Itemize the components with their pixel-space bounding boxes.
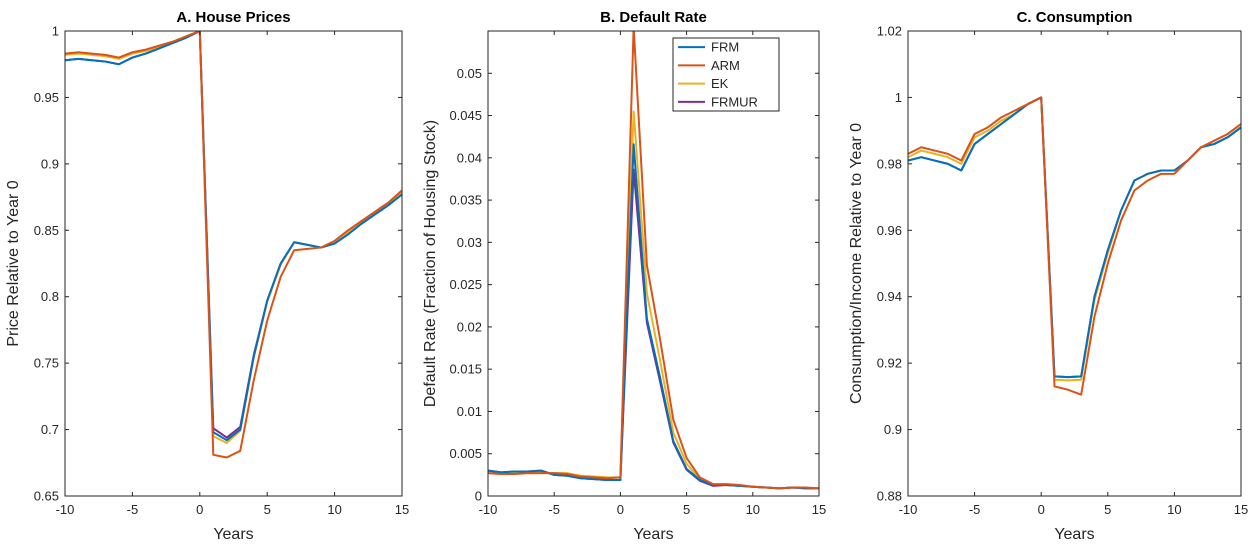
y-axis-label: Default Rate (Fraction of Housing Stock): [422, 120, 439, 407]
y-axis-label: Price Relative to Year 0: [5, 180, 22, 346]
x-tick-label: 5: [683, 502, 690, 517]
x-tick-label: -10: [899, 502, 918, 517]
y-tick-label: 0.92: [877, 356, 902, 371]
y-tick-label: 0.05: [457, 66, 482, 81]
panel-1: -10 -5 0 5 10 15 0.65 0.7 0.75 0.8 0.85 0.9 0.95 1 A. …: [5, 9, 409, 543]
axes-box: [487, 30, 820, 497]
y-tick-label: 0.98: [877, 156, 902, 171]
y-tick-label: 0.65: [34, 489, 59, 504]
legend-label-frmur: FRMUR: [711, 94, 758, 109]
chart-title: B. Default Rate: [600, 9, 707, 26]
y-tick-label: 0.015: [449, 362, 482, 377]
plot-area: [908, 31, 1241, 496]
y-tick-label: 0: [475, 489, 482, 504]
y-tick-label: 0.95: [34, 90, 59, 105]
y-tick-label: 1: [52, 24, 59, 39]
legend-label-frm: FRM: [711, 40, 739, 55]
y-tick-label: 0.035: [449, 193, 482, 208]
axes-box: [64, 30, 403, 497]
chart-title: A. House Prices: [176, 9, 290, 26]
legend-box: [672, 37, 780, 112]
y-tick-label: 1.02: [877, 24, 902, 39]
x-tick-label: -10: [56, 502, 75, 517]
plot-area: [65, 31, 402, 496]
panel-2: -10 -5 0 5 10 15 0 0.005 0.01 0.015 0.02 0.025 0.03 0…: [422, 9, 826, 543]
y-tick-label: 0.94: [877, 289, 902, 304]
x-tick-label: -10: [479, 502, 498, 517]
series-line-arm: [65, 31, 402, 459]
chart-title: C. Consumption: [1017, 9, 1133, 26]
x-tick-label: 15: [395, 502, 409, 517]
x-tick-label: 10: [327, 502, 341, 517]
x-tick-label: -5: [127, 502, 139, 517]
y-tick-label: 0.005: [449, 446, 482, 461]
y-tick-label: 0.75: [34, 356, 59, 371]
y-tick-label: 0.85: [34, 223, 59, 238]
panel-3: -10 -5 0 5 10 15 0.88 0.9 0.92 0.94 0.96 0.98 1 1.02 C…: [848, 9, 1248, 543]
x-tick-label: 0: [1038, 502, 1045, 517]
y-tick-label: 0.045: [449, 108, 482, 123]
x-tick-label: 0: [617, 502, 624, 517]
y-tick-label: 0.04: [457, 150, 482, 165]
series-line-frm: [65, 31, 402, 442]
y-tick-label: 0.7: [41, 422, 59, 437]
x-tick-label: 10: [746, 502, 760, 517]
legend-label-arm: ARM: [711, 58, 740, 73]
y-tick-label: 0.9: [884, 422, 902, 437]
series-line-arm: [488, 31, 819, 490]
y-tick-label: 0.02: [457, 319, 482, 334]
legend-label-ek: EK: [711, 76, 729, 91]
x-tick-label: -5: [969, 502, 981, 517]
y-axis-label: Consumption/Income Relative to Year 0: [848, 123, 865, 404]
x-tick-label: 0: [196, 502, 203, 517]
x-tick-label: 5: [1104, 502, 1111, 517]
x-tick-label: 15: [1234, 502, 1248, 517]
x-tick-label: 15: [812, 502, 826, 517]
x-axis-label: Years: [1054, 526, 1094, 543]
x-tick-label: 10: [1167, 502, 1181, 517]
y-tick-label: 0.9: [41, 156, 59, 171]
x-axis-label: Years: [633, 526, 673, 543]
y-tick-label: 0.03: [457, 235, 482, 250]
y-tick-label: 0.96: [877, 223, 902, 238]
series-group: [908, 96, 1241, 396]
series-group: [488, 31, 819, 490]
legend: FRM ARM EK FRMUR: [672, 37, 780, 112]
series-line-arm: [908, 96, 1241, 396]
x-tick-label: -5: [548, 502, 560, 517]
x-axis-label: Years: [213, 526, 253, 543]
y-tick-label: 1: [895, 90, 902, 105]
y-tick-label: 0.88: [877, 489, 902, 504]
series-group: [65, 31, 402, 459]
y-tick-label: 0.8: [41, 289, 59, 304]
axes-box: [907, 30, 1242, 497]
y-tick-label: 0.01: [457, 404, 482, 419]
y-tick-label: 0.025: [449, 277, 482, 292]
x-tick-label: 5: [264, 502, 271, 517]
